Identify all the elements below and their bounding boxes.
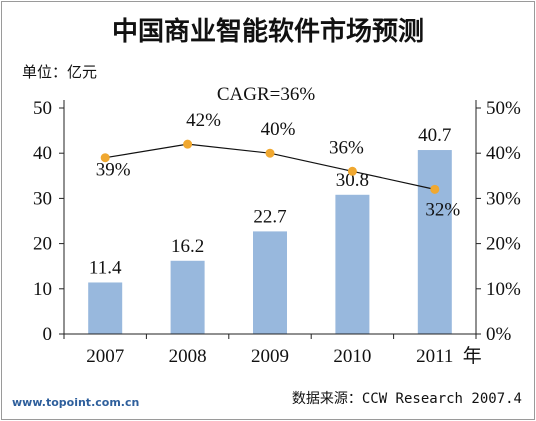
right-axis: 0% 10% 20% 30% 40% 50%	[475, 98, 521, 345]
right-tick-label: 30%	[486, 188, 521, 209]
growth-point	[183, 139, 193, 149]
left-axis: 0 10 20 30 40 50	[33, 98, 65, 345]
bar	[335, 194, 370, 334]
unit-label: 单位：亿元	[22, 63, 97, 81]
growth-point	[100, 153, 110, 163]
x-tick-label: 2009	[251, 346, 289, 367]
bar-value-label: 22.7	[253, 206, 286, 227]
growth-value-label: 32%	[425, 199, 460, 220]
left-tick-label: 40	[33, 143, 52, 164]
chart-title: 中国商业智能软件市场预测	[112, 16, 424, 47]
source-note: 数据来源：CCW Research 2007.4	[292, 391, 522, 407]
growth-value-label: 36%	[329, 137, 364, 158]
x-axis-unit-suffix: 年	[463, 345, 482, 367]
right-tick-label: 20%	[486, 234, 521, 255]
left-tick-label: 0	[43, 324, 53, 345]
bar-value-label: 16.2	[171, 236, 204, 257]
growth-value-label: 42%	[186, 110, 221, 131]
left-tick-label: 10	[33, 279, 52, 300]
x-tick-label: 2010	[333, 346, 371, 367]
bar	[417, 150, 452, 334]
growth-point	[430, 184, 440, 194]
left-tick-label: 20	[33, 234, 52, 255]
growth-point	[347, 166, 357, 176]
right-tick-label: 50%	[486, 98, 521, 119]
bar	[88, 282, 123, 334]
right-tick-label: 10%	[486, 279, 521, 300]
right-tick-label: 40%	[486, 143, 521, 164]
x-tick-label: 2007	[86, 346, 124, 367]
left-tick-label: 30	[33, 188, 52, 209]
right-tick-label: 0%	[486, 324, 512, 345]
x-tick-label: 2011	[416, 346, 453, 367]
cagr-annotation: CAGR=36%	[217, 84, 316, 105]
x-axis: 2007 2008 2009 2010 2011 年	[63, 333, 482, 367]
bar-value-labels: 11.4 16.2 22.7 30.8 40.7	[89, 125, 451, 278]
left-tick-label: 50	[33, 98, 52, 119]
bar	[170, 260, 205, 334]
bar-series	[88, 150, 452, 334]
x-tick-label: 2008	[169, 346, 207, 367]
bar	[253, 231, 287, 334]
growth-value-labels: 39% 42% 40% 36% 32%	[96, 110, 461, 220]
growth-line-series	[100, 139, 440, 194]
bar-value-label: 40.7	[418, 125, 451, 146]
growth-point	[265, 148, 275, 158]
bar-value-label: 30.8	[336, 170, 369, 191]
growth-value-label: 40%	[261, 119, 296, 140]
watermark: www.topoint.com.cn	[12, 396, 139, 409]
growth-value-label: 39%	[96, 160, 131, 181]
bar-value-label: 11.4	[89, 257, 122, 278]
